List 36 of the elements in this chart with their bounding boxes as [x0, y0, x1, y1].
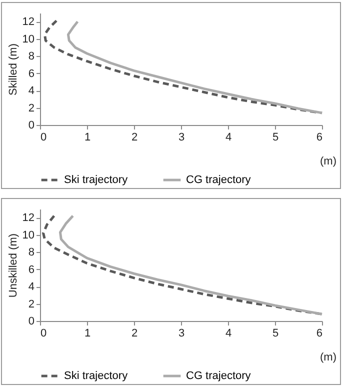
- x-tick-label: 1: [84, 328, 91, 340]
- x-tick-label: 5: [272, 132, 279, 144]
- x-tick-label: 2: [131, 132, 138, 144]
- x-tick-label: 5: [272, 328, 279, 340]
- y-tick-label: 12: [22, 16, 34, 28]
- x-axis-title: (m): [320, 156, 336, 168]
- y-tick-label: 8: [28, 246, 34, 259]
- y-tick-label: 10: [22, 229, 34, 242]
- y-tick-label: 8: [28, 50, 34, 63]
- x-tick-label: 0: [40, 328, 47, 340]
- y-tick-label: 4: [28, 281, 34, 294]
- legend-label: CG trajectory: [186, 370, 252, 382]
- y-axis-title: Unskilled (m): [7, 233, 20, 298]
- x-axis-title: (m): [320, 352, 336, 364]
- x-tick-label: 6: [316, 132, 322, 144]
- x-tick-label: 3: [178, 132, 185, 144]
- x-tick-label: 2: [131, 328, 138, 340]
- legend-label: Ski trajectory: [64, 174, 128, 186]
- legend-label: Ski trajectory: [64, 370, 128, 382]
- y-tick-label: 6: [28, 68, 34, 80]
- y-tick-label: 0: [28, 120, 34, 132]
- x-tick-label: 6: [316, 328, 322, 340]
- x-tick-label: 4: [225, 132, 232, 144]
- legend-label: CG trajectory: [186, 174, 252, 186]
- y-tick-label: 12: [22, 212, 34, 224]
- y-tick-label: 10: [22, 33, 34, 46]
- y-tick-label: 6: [28, 264, 34, 276]
- y-axis-title: Skilled (m): [7, 44, 20, 96]
- x-tick-label: 4: [225, 328, 232, 340]
- x-tick-label: 3: [178, 328, 185, 340]
- x-tick-label: 1: [84, 132, 91, 144]
- y-tick-label: 2: [28, 298, 34, 310]
- y-tick-label: 4: [28, 85, 34, 98]
- y-tick-label: 2: [28, 102, 34, 114]
- x-tick-label: 0: [40, 132, 47, 144]
- y-tick-label: 0: [28, 316, 34, 328]
